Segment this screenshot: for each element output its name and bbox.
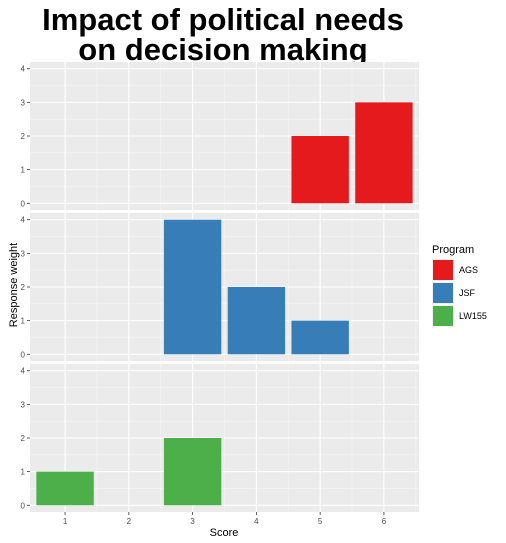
y-tick-label: 0 [21,501,26,510]
y-tick-label: 3 [21,249,26,258]
legend-entry-lw155: LW155 [432,305,487,327]
bar-lw155-score-1 [36,471,94,506]
legend-label: LW155 [459,311,487,321]
y-tick-label: 4 [21,216,26,225]
legend-swatch [433,283,453,303]
bar-ags-score-5 [291,136,349,204]
y-tick-label: 0 [21,199,26,208]
y-axis-title: Response weight [8,243,20,327]
facet-panel-jsf: 0 1 2 3 4 [21,213,419,361]
legend-label: JSF [459,288,476,298]
y-tick-label: 3 [21,400,26,409]
y-tick-label: 1 [21,468,26,477]
bar-jsf-score-5 [291,320,349,355]
x-tick-label: 1 [63,517,68,526]
y-tick-label: 3 [21,98,26,107]
x-axis: 1 2 3 4 5 6 [63,512,387,526]
y-tick-label: 4 [21,367,26,376]
bar-ags-score-6 [355,102,413,204]
y-tick-label: 1 [21,317,26,326]
bar-jsf-score-4 [227,287,286,355]
chart-title-line-1: Impact of political needs [42,2,404,37]
bar-lw155-score-3 [163,438,222,506]
x-tick-label: 2 [127,517,132,526]
legend-label: AGS [459,265,478,275]
legend-swatch [433,260,453,280]
x-tick-label: 6 [382,517,387,526]
y-tick-label: 2 [21,132,26,141]
legend-entry-ags: AGS [432,259,478,281]
facet-panel-ags: 0 1 2 3 4 [21,62,419,210]
facet-panel-lw155: 0 1 2 3 4 [21,364,419,512]
legend: Program AGS JSF LW155 [432,244,487,327]
y-tick-label: 4 [21,65,26,74]
legend-title: Program [432,244,474,256]
x-axis-title: Score [210,527,239,539]
y-tick-label: 2 [21,283,26,292]
facet-panels: 0 1 2 3 4 0 1 2 3 4 0 1 2 3 4 [21,62,419,512]
x-tick-label: 4 [254,517,259,526]
y-tick-label: 1 [21,166,26,175]
x-tick-label: 5 [318,517,323,526]
legend-swatch [433,306,453,326]
legend-entry-jsf: JSF [432,282,476,304]
chart-title-line-2: on decision making [78,32,367,67]
bar-jsf-score-3 [163,219,222,355]
y-tick-label: 0 [21,350,26,359]
y-tick-label: 2 [21,434,26,443]
x-tick-label: 3 [190,517,195,526]
